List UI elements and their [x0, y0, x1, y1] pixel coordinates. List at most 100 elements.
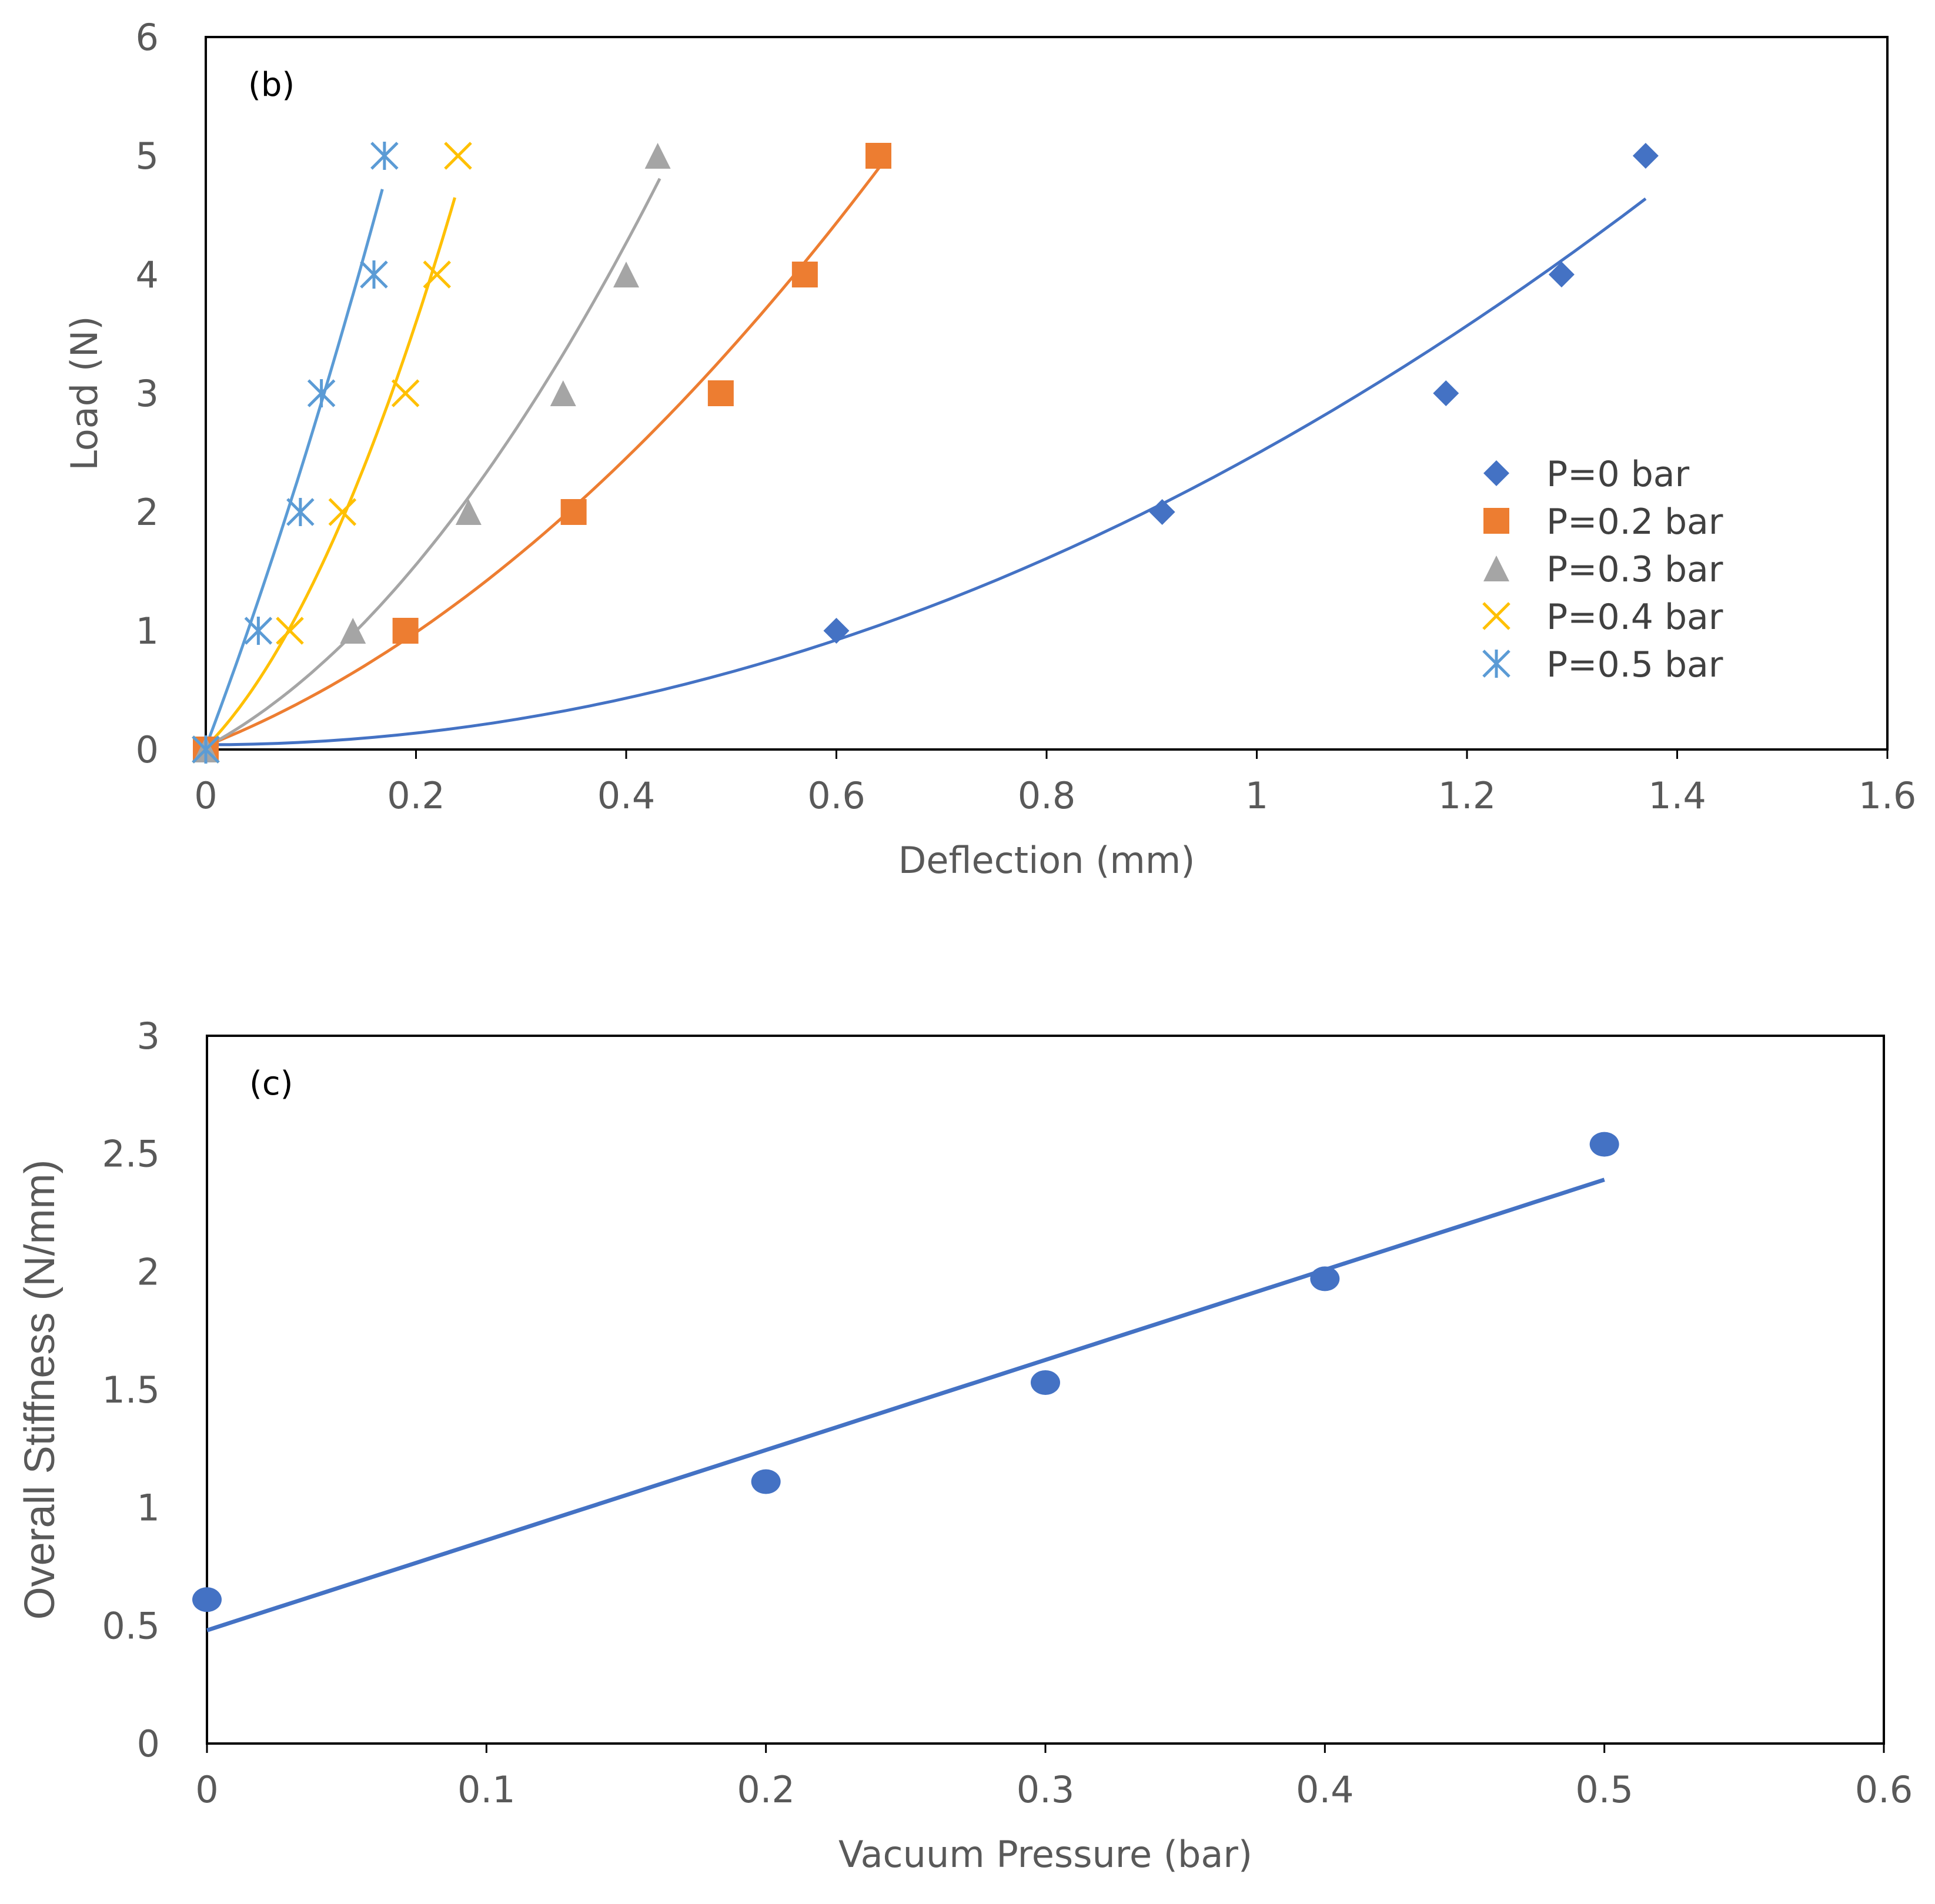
data-point-p-0-5-bar [192, 735, 220, 764]
data-point-p-0-3-bar [613, 262, 639, 287]
x-tick-label: 0.4 [1296, 1768, 1354, 1811]
trendline-p-0-4-bar [205, 197, 456, 748]
x-tick-label: 1.2 [1438, 774, 1496, 817]
y-axis-title: Load (N) [63, 316, 106, 470]
data-point-p-0-5-bar [286, 498, 315, 526]
legend-label-p-0-3-bar: P=0.3 bar [1546, 549, 1723, 590]
legend-label-p-0-4-bar: P=0.4 bar [1546, 597, 1723, 638]
legend-marker-p-0-2-bar [1483, 508, 1509, 534]
data-point-p-0-5-bar-stroke [307, 379, 336, 407]
x-tick-label: 0 [194, 774, 217, 817]
y-tick-label: 2 [136, 491, 159, 534]
data-point-p-0-bar [823, 618, 850, 644]
panel-label: (c) [249, 1065, 293, 1103]
data-point-p-0-bar [1548, 262, 1575, 287]
x-tick-label: 0.2 [387, 774, 445, 817]
data-point-p-0-4-bar [391, 379, 420, 407]
data-point-p-0-4-bar-stroke [444, 142, 472, 170]
data-point-p-0-5-bar-stroke [286, 498, 315, 526]
data-point-p-0-2-bar [707, 380, 734, 406]
data-point-p-0-3-bar [455, 499, 482, 525]
data-point-p-0-4-bar-stroke [423, 260, 452, 289]
x-tick-label: 0.6 [807, 774, 865, 817]
data-point-p-0-5-bar-stroke [244, 617, 273, 645]
data-point-p-0-4-bar-stroke [276, 617, 304, 645]
plot-area [205, 36, 1889, 751]
data-point-p-0-5-bar-stroke [370, 142, 399, 170]
legend-marker-p-0-4-bar [1482, 602, 1510, 630]
data-point-p-0-bar [1433, 380, 1459, 406]
legend-marker-p-0-3-bar [1483, 556, 1509, 581]
data-point-p-0-2-bar [791, 262, 818, 287]
y-tick-label: 2.5 [102, 1133, 160, 1176]
trendline-p-0-bar [205, 198, 1647, 747]
x-axis-title: Vacuum Pressure (bar) [838, 1833, 1252, 1876]
data-point-p-0-4-bar-stroke [391, 379, 420, 407]
y-axis-title: Overall Stiffness (N/mm) [16, 1160, 64, 1620]
trendline-p-0-3-bar [205, 178, 661, 749]
data-point-p-0-2-bar [392, 618, 419, 644]
data-point-p-0-4-bar [276, 617, 304, 645]
legend-marker-p-0-5-bar [1482, 650, 1510, 678]
x-tick-label: 0.1 [457, 1768, 516, 1811]
y-tick-label: 1.5 [102, 1368, 160, 1411]
panel-label: (b) [248, 66, 295, 104]
x-tick-label: 1.4 [1648, 774, 1706, 817]
y-tick-label: 5 [136, 135, 159, 178]
data-point-p-0-2-bar [865, 143, 891, 169]
x-tick-label: 0 [195, 1768, 218, 1811]
y-tick-label: 4 [136, 253, 159, 296]
x-tick-label: 0.8 [1018, 774, 1076, 817]
data-point-p-0-3-bar [340, 618, 366, 644]
data-point-p-0-5-bar [244, 617, 273, 645]
y-tick-label: 1 [136, 610, 159, 652]
data-point-p-0-bar [1632, 143, 1659, 169]
data-point-p-0-5-bar [307, 379, 336, 407]
trendline-overall-stiffness [206, 1177, 1605, 1632]
data-point-overall-stiffness [1310, 1266, 1340, 1291]
y-tick-label: 2 [137, 1250, 160, 1293]
y-tick-label: 0.5 [102, 1604, 160, 1647]
trendline-p-0-5-bar [204, 189, 384, 748]
legend-label-p-0-5-bar: P=0.5 bar [1546, 644, 1723, 685]
trendline-p-0-2-bar [205, 160, 885, 748]
data-point-p-0-5-bar [360, 260, 388, 289]
data-point-p-0-5-bar-stroke [192, 735, 220, 764]
data-point-p-0-3-bar [644, 143, 671, 169]
legend-marker-p-0-bar [1483, 460, 1509, 486]
y-tick-label: 0 [137, 1722, 160, 1765]
x-tick-label: 0.3 [1017, 1768, 1075, 1811]
deflection-load-chart: 0 0.2 0.4 0.6 0.8 1 1.2 1.4 1.6 0 1 2 3 4 5 6 Deflection… [63, 16, 1916, 882]
data-point-overall-stiffness [192, 1587, 222, 1612]
data-point-p-0-4-bar [444, 142, 472, 170]
data-point-p-0-4-bar [328, 498, 357, 526]
y-tick-label: 3 [136, 372, 159, 415]
x-tick-label: 0.4 [597, 774, 656, 817]
pressure-stiffness-chart: 0 0.1 0.2 0.3 0.4 0.5 0.6 0 0.5 1 1.5 2 2.5 3 Vacuum P… [16, 1015, 1913, 1876]
data-point-p-0-4-bar-stroke [328, 498, 357, 526]
x-axis-title: Deflection (mm) [898, 839, 1195, 882]
x-tick-label: 1.6 [1859, 774, 1917, 817]
data-point-p-0-3-bar [550, 380, 576, 406]
legend-marker-p-0-4-bar-stroke [1482, 602, 1510, 630]
legend-marker-p-0-5-bar-stroke [1482, 650, 1510, 678]
data-point-p-0-4-bar [423, 260, 452, 289]
data-point-overall-stiffness [1589, 1132, 1619, 1157]
data-point-p-0-5-bar [370, 142, 399, 170]
x-tick-label: 0.5 [1575, 1768, 1633, 1811]
y-tick-label: 0 [136, 728, 159, 771]
legend-label-p-0-bar: P=0 bar [1546, 454, 1690, 495]
x-tick-label: 1 [1245, 774, 1268, 817]
y-tick-label: 1 [137, 1487, 160, 1530]
x-tick-label: 0.2 [737, 1768, 795, 1811]
data-point-overall-stiffness [751, 1469, 781, 1494]
y-tick-label: 3 [137, 1015, 160, 1058]
x-tick-label: 0.6 [1855, 1768, 1913, 1811]
data-point-p-0-5-bar-stroke [360, 260, 388, 289]
data-point-p-0-bar [1149, 499, 1175, 525]
legend-label-p-0-2-bar: P=0.2 bar [1546, 501, 1723, 543]
data-point-p-0-2-bar [560, 499, 587, 525]
data-point-overall-stiffness [1031, 1370, 1060, 1395]
y-tick-label: 6 [136, 16, 159, 59]
